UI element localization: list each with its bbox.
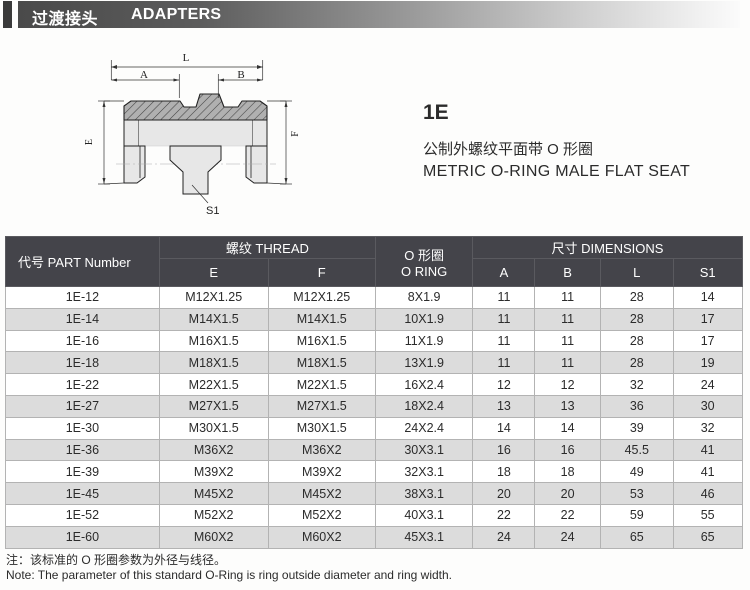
svg-text:L: L (183, 52, 190, 64)
svg-text:S1: S1 (206, 205, 219, 217)
svg-text:F: F (290, 131, 301, 137)
svg-text:E: E (84, 139, 95, 145)
svg-text:A: A (140, 69, 148, 81)
svg-text:B: B (237, 69, 244, 81)
